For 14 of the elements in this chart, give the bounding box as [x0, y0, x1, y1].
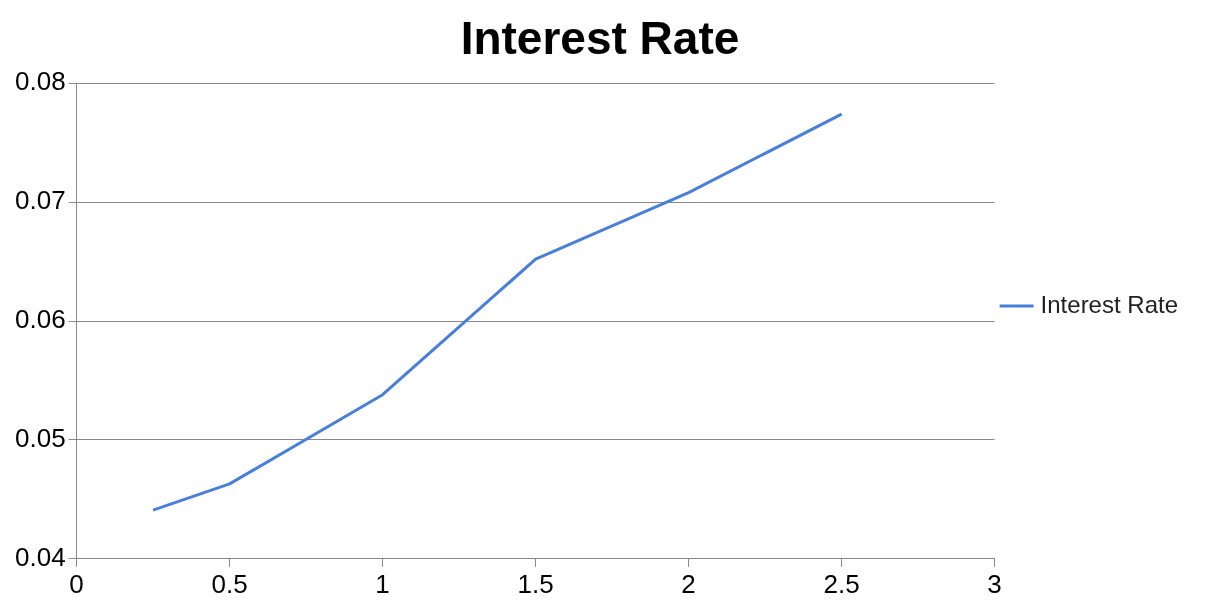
y-tick-label: 0.04 — [14, 541, 66, 572]
x-tick-label: 1.5 — [517, 568, 554, 599]
x-tick-label: 1 — [375, 568, 390, 599]
x-tick-label: 2 — [681, 568, 696, 599]
y-tick-label: 0.05 — [14, 423, 66, 454]
x-tick-label: 3 — [987, 568, 1002, 599]
y-tick-label: 0.06 — [14, 304, 66, 335]
x-tick-label: 0.5 — [211, 568, 248, 599]
x-tick-label: 0 — [69, 568, 84, 599]
y-tick-label: 0.07 — [14, 185, 66, 216]
y-tick-label: 0.08 — [14, 66, 66, 97]
legend-label: Interest Rate — [1040, 290, 1178, 318]
x-tick-label: 2.5 — [823, 568, 860, 599]
chart-title: Interest Rate — [460, 12, 740, 65]
